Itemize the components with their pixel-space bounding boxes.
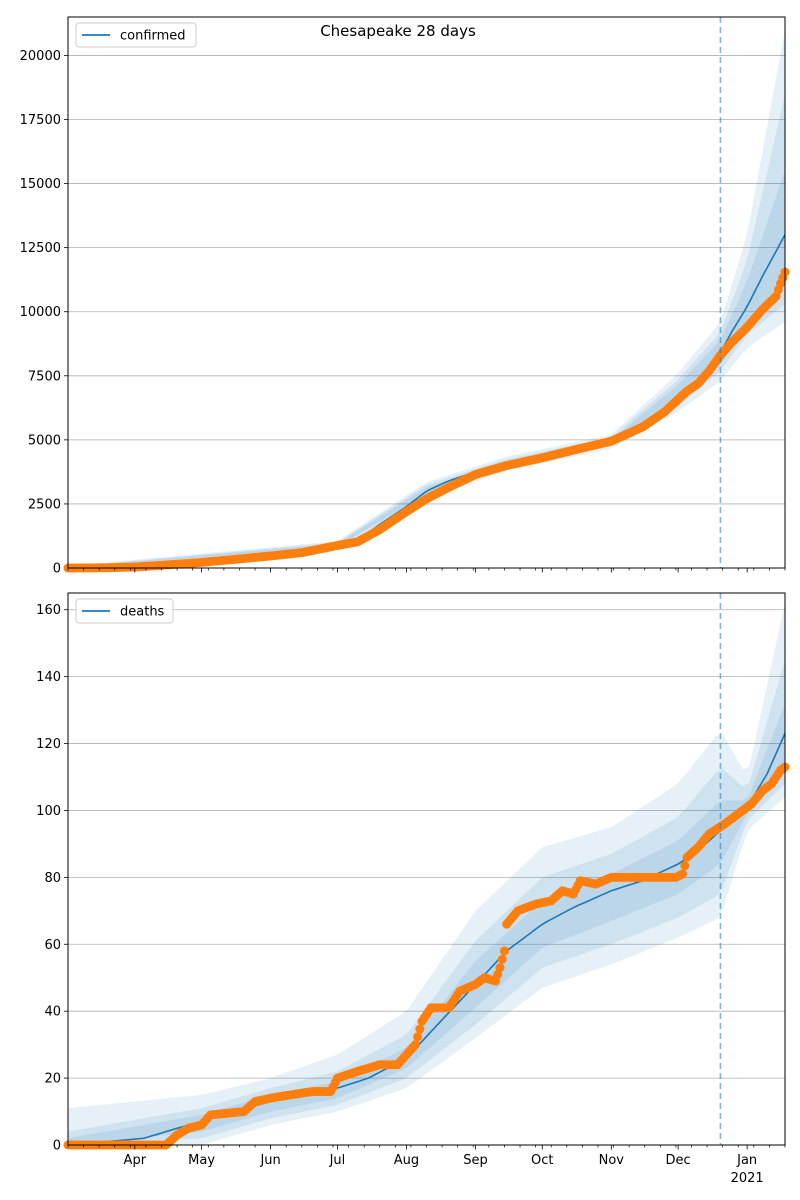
y-tick-label: 120 bbox=[36, 737, 61, 752]
y-tick-label: 20 bbox=[44, 1072, 61, 1087]
y-tick-label: 140 bbox=[36, 670, 61, 685]
x-tick-label: Dec bbox=[666, 1153, 691, 1168]
observed-point bbox=[499, 946, 509, 956]
x-tick-label: Jan bbox=[736, 1153, 757, 1168]
legend-box bbox=[75, 598, 174, 624]
observed-point bbox=[680, 861, 690, 871]
legend-label: confirmed bbox=[120, 29, 186, 44]
observed-point bbox=[410, 1040, 420, 1050]
y-tick-label: 100 bbox=[36, 804, 61, 819]
y-tick-label: 20000 bbox=[20, 49, 61, 64]
observed-point bbox=[497, 954, 507, 964]
y-tick-label: 12500 bbox=[20, 241, 61, 256]
legend: deaths bbox=[75, 598, 174, 624]
observed-point bbox=[415, 1024, 425, 1034]
x-tick-label: Oct bbox=[531, 1153, 553, 1168]
y-tick-label: 0 bbox=[53, 562, 61, 577]
x-tick-label: Jul bbox=[329, 1153, 346, 1168]
legend: confirmed bbox=[75, 22, 197, 48]
x-tick-label: Apr bbox=[124, 1153, 147, 1168]
observed-point bbox=[495, 963, 505, 973]
y-tick-label: 2500 bbox=[28, 497, 61, 512]
y-tick-label: 5000 bbox=[28, 433, 61, 448]
x-tick-label: Aug bbox=[394, 1153, 419, 1168]
y-tick-label: 17500 bbox=[20, 113, 61, 128]
y-tick-label: 40 bbox=[44, 1005, 61, 1020]
deaths-panel: 0 20 40 60 80 100 120 140 160 Apr May Jun Jul Aug Sep O… bbox=[36, 592, 790, 1186]
x-tick-label: Sep bbox=[463, 1153, 488, 1168]
confirmed-panel: 0 2500 5000 7500 10000 12500 15000 17500 20000 co… bbox=[20, 16, 790, 577]
x-tick-label: Nov bbox=[599, 1153, 625, 1168]
y-tick-label: 10000 bbox=[20, 305, 61, 320]
x-tick-label: May bbox=[188, 1153, 215, 1168]
y-tick-label: 160 bbox=[36, 603, 61, 618]
y-tick-label: 0 bbox=[53, 1139, 61, 1154]
uncertainty-band bbox=[68, 170, 785, 568]
y-tick-label: 60 bbox=[44, 938, 61, 953]
y-tick-label: 80 bbox=[44, 871, 61, 886]
uncertainty-band bbox=[68, 659, 785, 1145]
observed-point bbox=[678, 869, 688, 879]
y-tick-label: 7500 bbox=[28, 369, 61, 384]
chart-title: Chesapeake 28 days bbox=[320, 22, 476, 40]
y-tick-label: 15000 bbox=[20, 177, 61, 192]
legend-box bbox=[75, 22, 197, 48]
legend-label: deaths bbox=[120, 605, 165, 620]
observed-point bbox=[413, 1032, 423, 1042]
x-year-label: 2021 bbox=[731, 1171, 764, 1186]
x-tick-label: Jun bbox=[259, 1153, 280, 1168]
